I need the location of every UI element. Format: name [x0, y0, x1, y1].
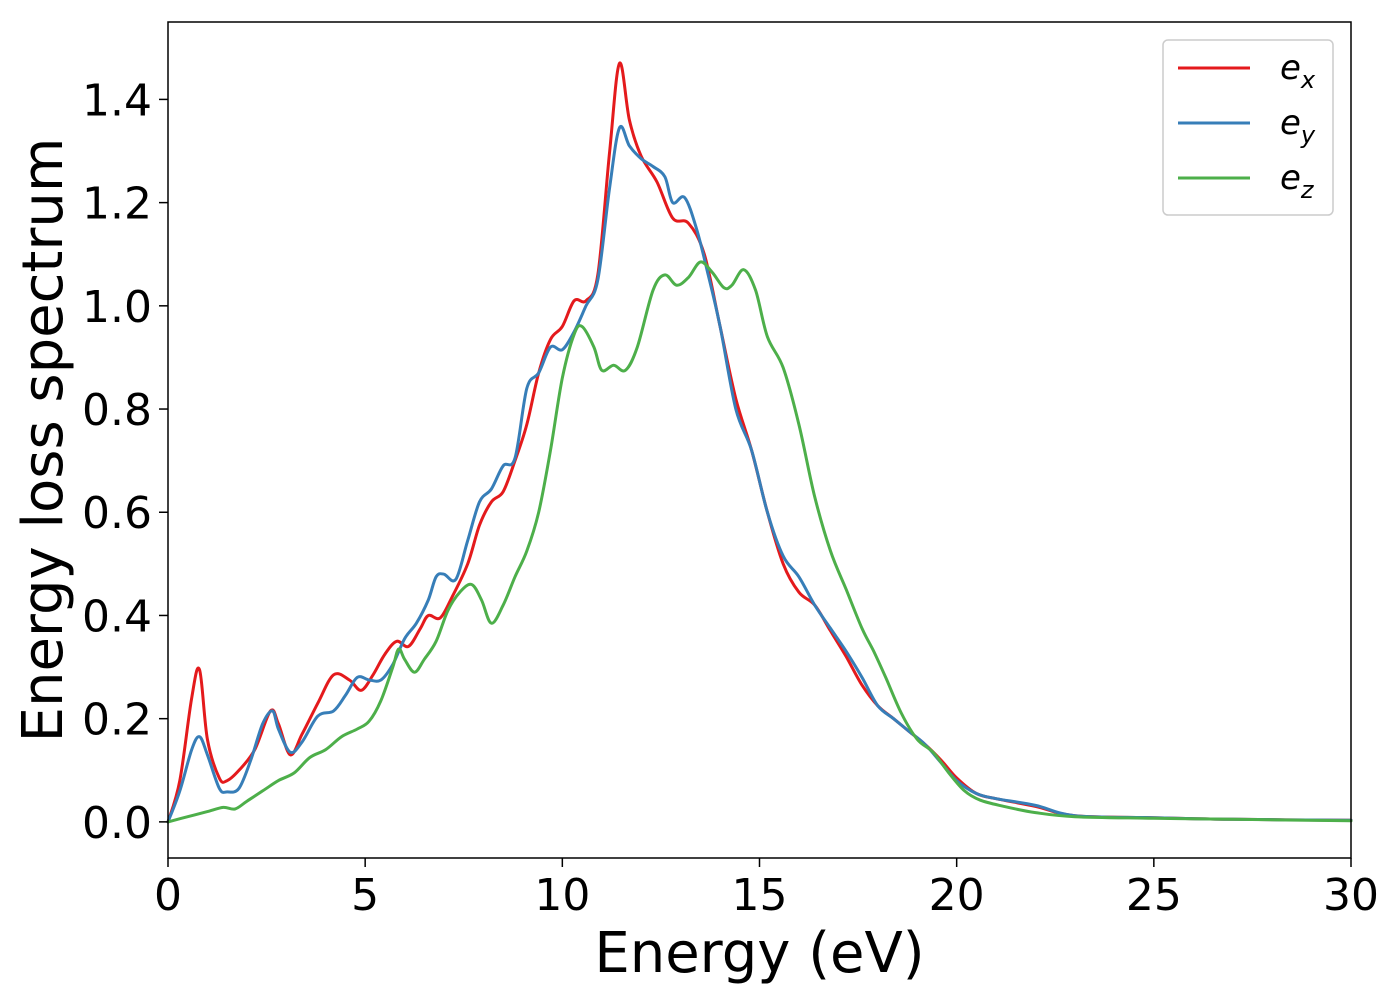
y-tick-label: 0.4 — [82, 591, 152, 642]
y-tick-label: 1.0 — [82, 282, 152, 333]
y-axis-label: Energy loss spectrum — [11, 138, 76, 743]
y-tick-label: 1.4 — [82, 75, 152, 126]
series-layer — [166, 61, 1353, 824]
x-tick-label: 15 — [732, 870, 788, 921]
y-tick-label: 0.2 — [82, 695, 152, 746]
x-tick-label: 30 — [1323, 870, 1379, 921]
x-tick-label: 25 — [1126, 870, 1182, 921]
x-axis-label: Energy (eV) — [594, 921, 924, 986]
x-axis: 0 5 10 15 20 25 30 — [154, 858, 1379, 921]
y-tick-label: 0.6 — [82, 488, 152, 539]
y-tick-label: 1.2 — [82, 179, 152, 230]
x-tick-label: 10 — [534, 870, 590, 921]
y-tick-label: 0.0 — [82, 798, 152, 849]
legend-box — [1162, 39, 1334, 216]
x-tick-label: 20 — [929, 870, 985, 921]
y-axis: 0.0 0.2 0.4 0.6 0.8 1.0 1.2 1.4 — [82, 75, 168, 849]
series-line-y — [166, 124, 1353, 824]
x-tick-label: 0 — [154, 870, 182, 921]
x-tick-label: 5 — [351, 870, 379, 921]
series-line-z — [166, 260, 1353, 824]
y-tick-label: 0.8 — [82, 385, 152, 436]
